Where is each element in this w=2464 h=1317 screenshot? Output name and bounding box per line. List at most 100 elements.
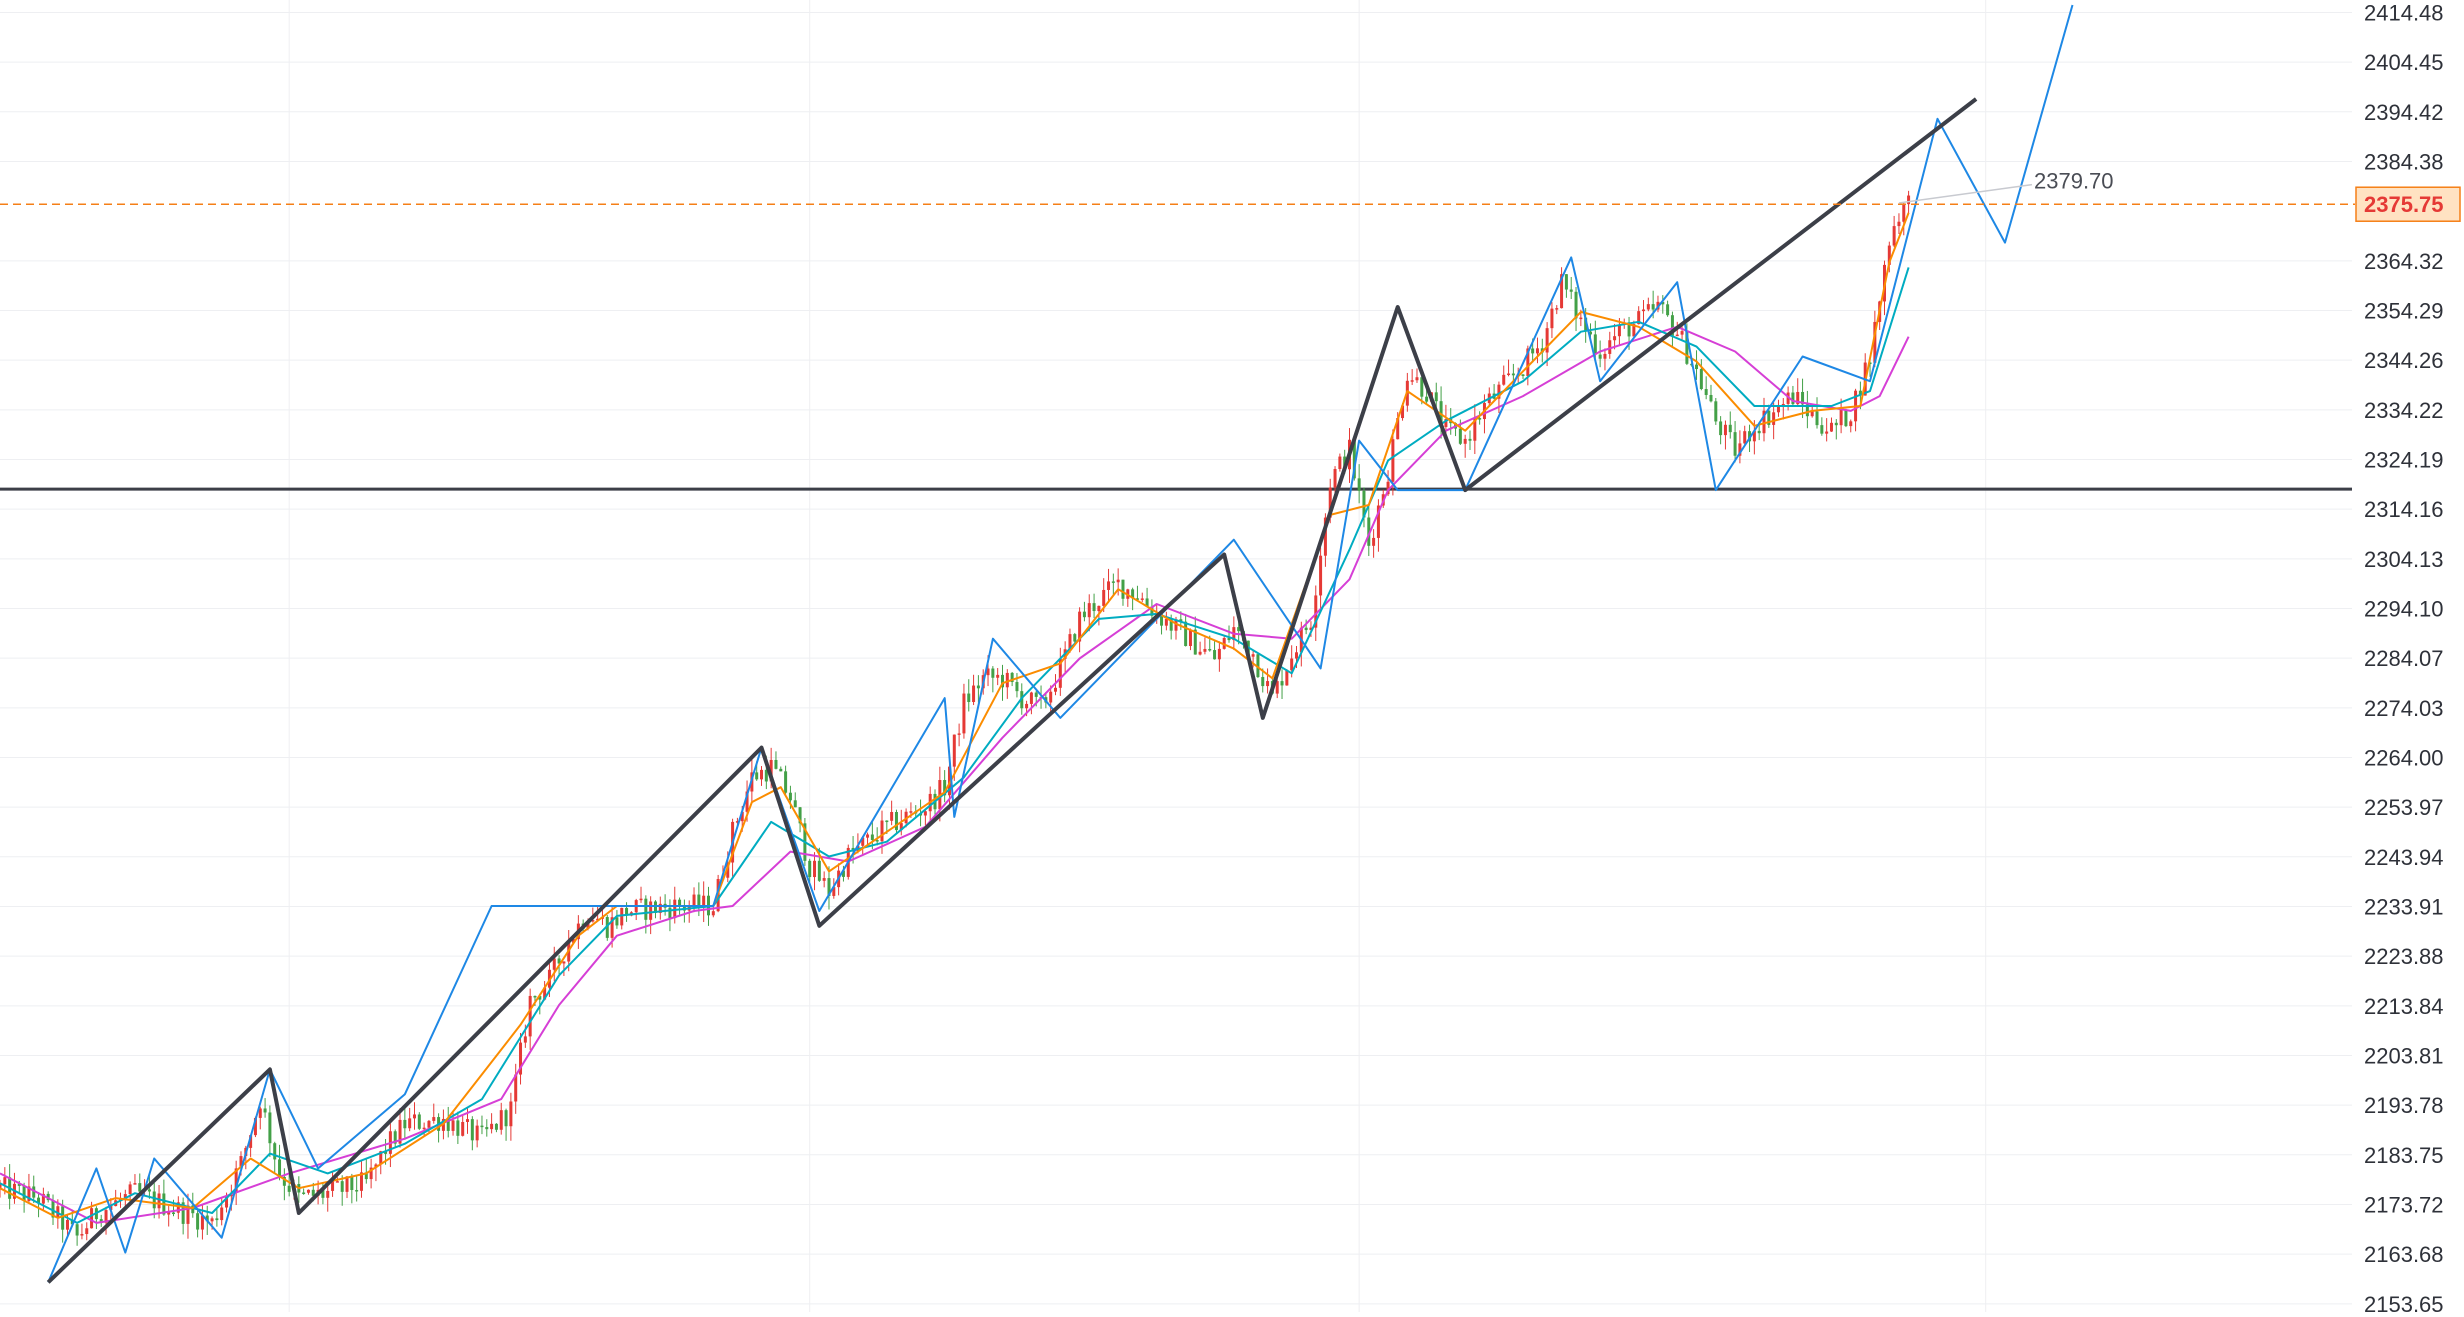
candle-body [1444, 419, 1448, 427]
candle-body [1661, 301, 1665, 305]
candle-body [152, 1191, 156, 1209]
candle-body [56, 1206, 60, 1218]
candle-body [1290, 658, 1294, 671]
candle-body [1150, 606, 1154, 616]
candle-body [793, 800, 797, 808]
candle-body [46, 1193, 50, 1201]
candle-body [1203, 648, 1207, 652]
candle-body [355, 1190, 359, 1192]
candle-body [774, 759, 778, 769]
candle-body [1699, 369, 1703, 390]
candle-body [543, 987, 547, 1000]
candle-body [147, 1189, 151, 1192]
candle-body [340, 1181, 344, 1192]
candle-body [832, 887, 836, 896]
candle-body [1550, 308, 1554, 329]
candle-body [986, 668, 990, 676]
candle-body [1121, 579, 1125, 599]
candle-body [899, 823, 903, 831]
candle-body [1102, 589, 1106, 606]
candle-body [99, 1219, 103, 1223]
candle-body [480, 1125, 484, 1128]
candle-body [302, 1192, 306, 1194]
candle-body [1266, 681, 1270, 687]
candle-body [220, 1207, 224, 1221]
candle-body [210, 1218, 214, 1222]
candle-body [620, 907, 624, 926]
candle-body [258, 1108, 262, 1118]
candle-body [923, 811, 927, 816]
candle-body [70, 1219, 74, 1225]
candle-body [196, 1213, 200, 1230]
candle-body [875, 840, 879, 842]
price-tick-label: 2294.10 [2364, 596, 2444, 621]
candle-body [1617, 324, 1621, 337]
candle-body [625, 907, 629, 916]
candle-body [1410, 380, 1414, 382]
candle-body [1294, 652, 1298, 659]
candle-body [740, 811, 744, 822]
candle-body [32, 1186, 36, 1198]
candle-body [1873, 321, 1877, 363]
price-tick-label: 2354.29 [2364, 298, 2444, 323]
candle-body [533, 995, 537, 998]
candle-body [1815, 411, 1819, 426]
candle-body [1608, 340, 1612, 354]
candle-body [123, 1194, 127, 1200]
candle-body [735, 821, 739, 823]
candle-body [952, 734, 956, 767]
candle-body [1907, 195, 1911, 205]
candle-body [1666, 304, 1670, 316]
candle-body [1034, 692, 1038, 697]
ma-slow-line [0, 325, 1910, 1224]
candle-body [538, 996, 542, 1000]
candle-body [287, 1185, 291, 1192]
candle-body [668, 907, 672, 919]
candle-body [1637, 311, 1641, 325]
candle-body [1058, 658, 1062, 688]
candle-body [1275, 681, 1279, 694]
price-tick-label: 2274.03 [2364, 696, 2444, 721]
candle-body [528, 995, 532, 1037]
candle-body [1179, 619, 1183, 622]
candle-body [557, 958, 561, 964]
candle-body [1314, 595, 1318, 628]
candle-body [880, 820, 884, 842]
candle-body [0, 1184, 2, 1189]
candle-body [1434, 392, 1438, 402]
candle-body [326, 1190, 330, 1198]
candle-body [268, 1112, 272, 1144]
price-axis[interactable]: 2414.48 2404.45 2394.42 2384.38 2364.32 2354.… [2355, 0, 2461, 1317]
candle-body [1135, 598, 1139, 600]
candle-body [249, 1135, 253, 1148]
candle-body [605, 917, 609, 938]
candle-body [678, 899, 682, 907]
candle-body [1670, 315, 1674, 336]
candle-body [760, 769, 764, 780]
candle-body [1902, 204, 1906, 222]
candle-body [1174, 619, 1178, 631]
candle-body [138, 1183, 142, 1192]
candle-body [1169, 618, 1173, 631]
candle-body [1160, 613, 1164, 626]
candle-body [962, 693, 966, 734]
ma-mid-line [0, 267, 1910, 1224]
candle-body [379, 1151, 383, 1165]
zigzag-minor-line [47, 4, 2074, 1283]
candle-body [234, 1168, 238, 1193]
candle-body [1810, 411, 1814, 417]
candle-body [1015, 682, 1019, 692]
candle-body [591, 920, 595, 922]
candle-body [1502, 374, 1506, 385]
candle-body [494, 1123, 498, 1130]
candle-body [133, 1183, 137, 1185]
candle-body [80, 1234, 84, 1236]
candle-body [461, 1121, 465, 1136]
candle-body [311, 1189, 315, 1196]
candle-body [991, 668, 995, 678]
candle-body [610, 917, 614, 938]
candle-body [755, 772, 759, 780]
candle-body [104, 1210, 108, 1223]
